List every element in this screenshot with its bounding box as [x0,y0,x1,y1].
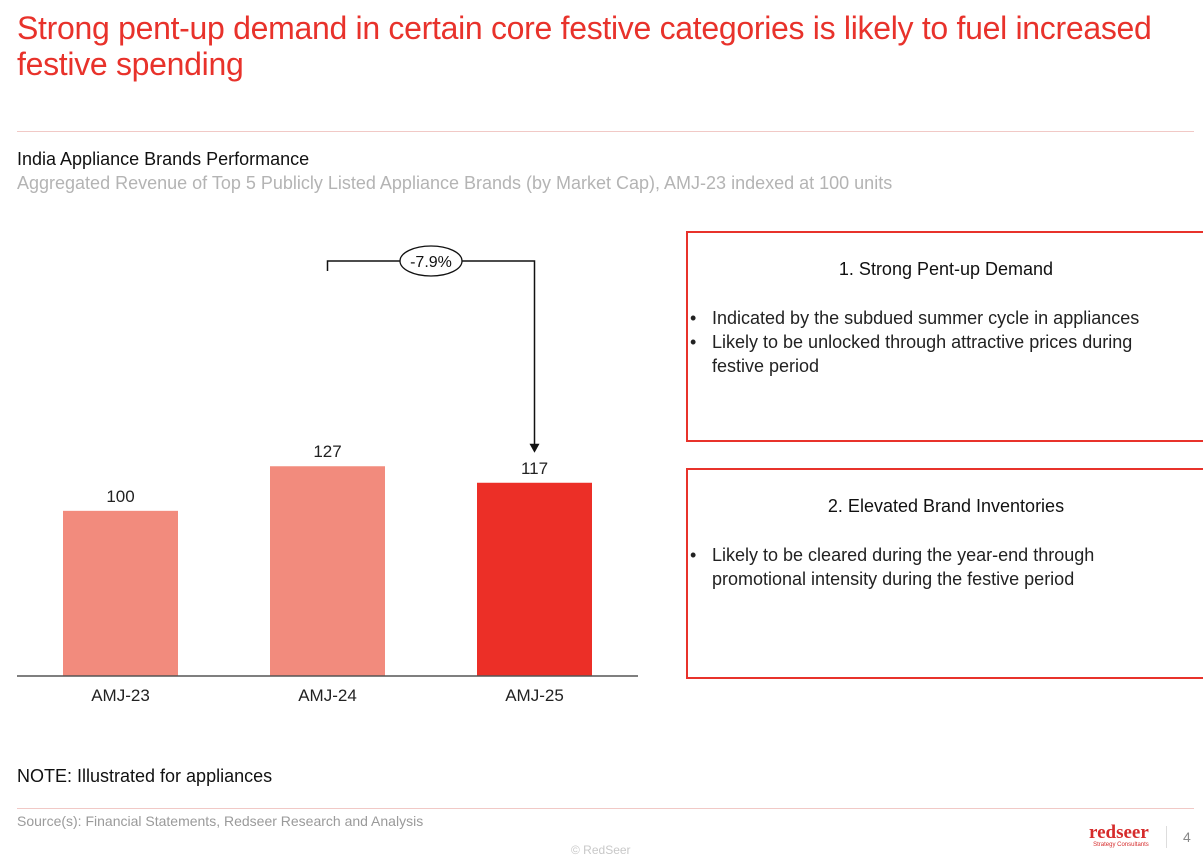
bullet-list: • Indicated by the subdued summer cycle i… [688,306,1203,378]
list-item: • Likely to be unlocked through attractiv… [690,332,1133,376]
panel-title: 1. Strong Pent-up Demand [838,259,1054,279]
source-text: Source(s): Financial Statements, Redseer… [17,813,424,829]
x-tick-label: AMJ-25 [505,686,564,705]
page-number: 4 [1183,829,1191,845]
panel-pent-up-demand: 1. Strong Pent-up Demand • Indicated by t… [686,231,1203,442]
panel-title: 2. Elevated Brand Inventories [827,496,1065,516]
bar-amj-23 [63,510,178,676]
x-tick-label: AMJ-24 [298,686,357,705]
bar-amj-25 [477,482,592,676]
chart-subtitle: Aggregated Revenue of Top 5 Publicly Lis… [17,173,893,193]
change-badge [399,245,463,277]
panel-brand-inventories: 2. Elevated Brand Inventories • Likely to… [686,468,1203,679]
list-item: • Indicated by the subdued summer cycle i… [690,308,1140,328]
data-label: 117 [521,459,548,478]
change-arrowhead [529,443,540,453]
change-bracket [326,260,536,445]
copyright: © RedSeer [571,843,631,857]
x-tick-label: AMJ-23 [91,686,150,705]
title-divider [17,131,1194,132]
change-label: -7.9% [410,254,452,271]
chart-title: India Appliance Brands Performance [17,149,310,169]
bar-amj-24 [270,466,385,676]
redseer-logo: redseer Strategy Consultants [1089,822,1149,848]
logo-separator [1166,826,1167,848]
list-item: • Likely to be cleared during the year-en… [690,545,1095,589]
bar-chart: 100 AMJ-23 127 AMJ-24 117 AMJ-25 -7.9% [17,245,638,705]
page-title: Strong pent-up demand in certain core fe… [17,10,1152,82]
footer-divider [17,808,1194,809]
data-label: 127 [313,442,341,461]
data-label: 100 [106,487,134,506]
note-text: NOTE: Illustrated for appliances [17,766,273,786]
bullet-list: • Likely to be cleared during the year-en… [688,543,1203,591]
